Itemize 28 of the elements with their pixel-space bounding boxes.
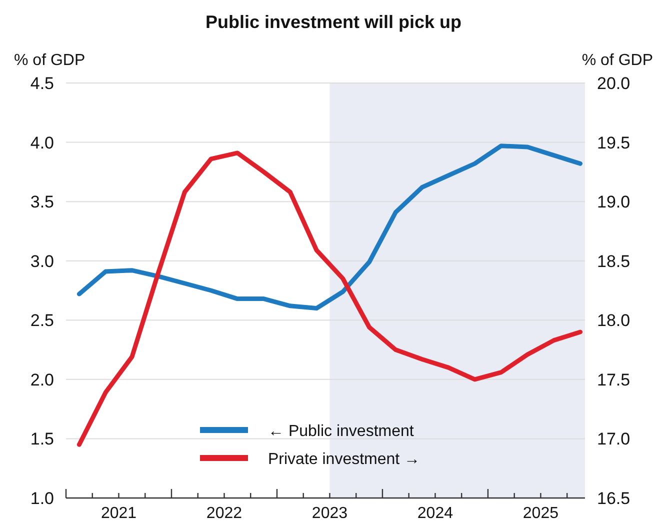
- y-tick-label: 4.5: [30, 74, 54, 93]
- y-tick-label: 3.0: [30, 252, 54, 271]
- y-tick-label: 3.5: [30, 192, 54, 212]
- y2-tick-label: 18.5: [597, 252, 630, 271]
- y-tick-label: 1.0: [30, 489, 54, 508]
- line-series: [76, 144, 583, 311]
- y-tick-label: 1.5: [30, 430, 54, 449]
- y-tick-label: 2.5: [30, 311, 54, 330]
- x-tick-label: 2023: [312, 505, 348, 522]
- x-tick-label: 2024: [417, 505, 454, 522]
- y2-tick-label: 19.5: [597, 133, 630, 152]
- y-axis-title: % of GDP: [14, 52, 86, 69]
- x-tick-label: 2021: [100, 505, 137, 522]
- y2-tick-label: 18.0: [597, 311, 630, 330]
- y-tick-label: 2.0: [30, 370, 54, 390]
- x-tick-label: 2022: [206, 505, 242, 522]
- y2-tick-label: 20.0: [597, 74, 630, 93]
- legend-label: ← Public investment: [268, 423, 414, 440]
- y2-axis-title: % of GDP: [582, 52, 653, 69]
- x-tick-label: 2025: [522, 505, 559, 522]
- y2-tick-label: 17.5: [597, 370, 630, 390]
- y2-tick-label: 16.5: [597, 489, 630, 508]
- legend-label: Private investment →: [268, 451, 420, 468]
- line-series: [76, 150, 583, 447]
- y-tick-label: 4.0: [30, 133, 54, 152]
- chart-title: Public investment will pick up: [205, 12, 462, 32]
- y2-tick-label: 19.0: [597, 192, 630, 212]
- y2-tick-label: 17.0: [597, 430, 630, 449]
